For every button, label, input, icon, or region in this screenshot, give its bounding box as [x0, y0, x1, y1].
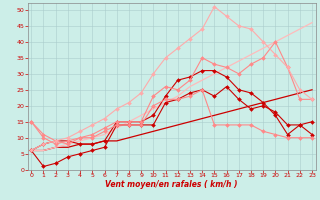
X-axis label: Vent moyen/en rafales ( km/h ): Vent moyen/en rafales ( km/h )	[105, 180, 238, 189]
